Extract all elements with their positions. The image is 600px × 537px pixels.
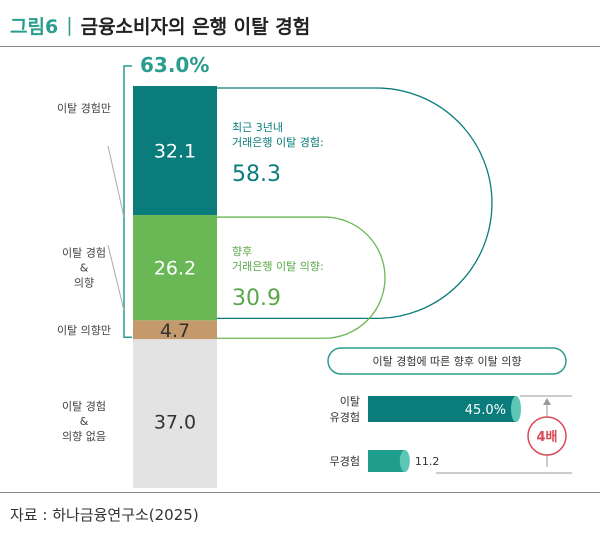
inset-bar-label-2-1: 무경험 (330, 455, 360, 468)
callout-2-text-2: 거래은행 이탈 의향: (232, 260, 324, 273)
inset-bar-label-1-1: 이탈 (340, 395, 360, 408)
ratio-label: 4배 (536, 429, 557, 445)
callout-2-value: 30.9 (232, 286, 281, 311)
total-label: 63.0% (140, 53, 209, 77)
inset-bar-value-1: 45.0% (465, 403, 506, 418)
bar-segment-value-1: 32.1 (154, 141, 196, 163)
callout-2-text-1: 향후 (232, 245, 252, 258)
figure-separator: | (66, 14, 73, 36)
callout-loop-experience (217, 87, 493, 320)
bar-segment-2 (133, 215, 217, 321)
source-note: 자료 : 하나금융연구소(2025) (10, 506, 199, 524)
inset-bar-2 (368, 450, 405, 472)
inset-bar-1 (368, 396, 516, 422)
callout-1-value: 58.3 (232, 162, 281, 187)
ratio-badge (527, 416, 567, 456)
inset-bar-label-1-2: 유경험 (330, 411, 360, 424)
segment-label-4-line-3: 의향 없음 (62, 430, 106, 443)
segment-label-3-line-1: 이탈 의향만 (57, 324, 111, 337)
segment-label-2-line-2: & (80, 262, 89, 275)
segment-label-4-line-2: & (80, 415, 89, 428)
segment-label-4-line-1: 이탈 경험 (62, 400, 106, 413)
leader-line-1 (107, 145, 125, 218)
callout-loop-intention (217, 216, 386, 339)
bar-segment-3 (133, 320, 217, 340)
top-rule (0, 46, 600, 47)
bar-segment-value-2: 26.2 (154, 258, 196, 280)
ratio-arrow-head (543, 398, 551, 405)
figure-number: 그림6 (10, 15, 59, 38)
inset-bar-value-2: 11.2 (415, 455, 440, 468)
inset-bar-cap-2 (399, 450, 410, 472)
callout-1-text-1: 최근 3년내 (232, 121, 283, 134)
bar-segment-1 (133, 86, 217, 216)
inset-title-pill (327, 347, 567, 375)
inset-title: 이탈 경험에 따른 향후 이탈 의향 (372, 355, 521, 368)
segment-label-2-line-3: 의향 (74, 277, 94, 290)
bar-segment-value-3: 4.7 (160, 320, 190, 342)
figure-title-row: 그림6 | 금융소비자의 은행 이탈 경험 (10, 10, 310, 40)
segment-label-2-line-1: 이탈 경험 (62, 247, 106, 260)
leader-line-2 (107, 244, 125, 311)
bar-segment-4 (133, 339, 217, 488)
callout-1-text-2: 거래은행 이탈 경험: (232, 136, 324, 149)
figure-title: 금융소비자의 은행 이탈 경험 (80, 15, 311, 38)
inset-bar-cap-1 (511, 396, 521, 422)
bar-segment-value-4: 37.0 (154, 412, 196, 434)
bracket-line (123, 65, 132, 339)
bottom-rule (0, 492, 600, 493)
segment-label-1-line-1: 이탈 경험만 (57, 102, 111, 115)
